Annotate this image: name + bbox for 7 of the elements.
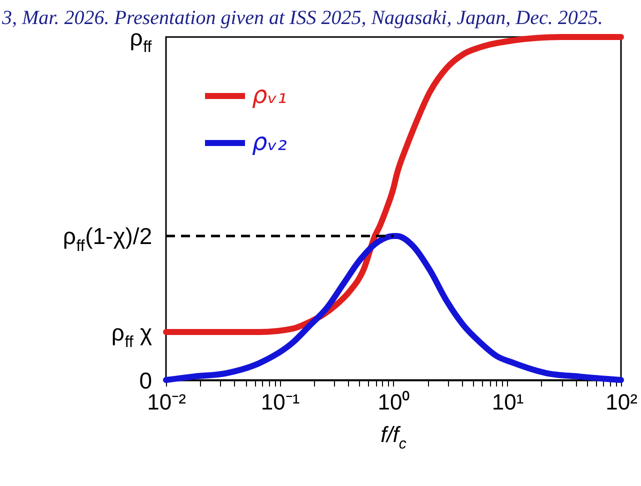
x-tick-label: 10⁰ [378, 390, 410, 414]
legend-label: ρᵥ₂ [252, 128, 288, 156]
legend-label: ρᵥ₁ [252, 81, 287, 109]
text: 3, Mar. 2026. Presentation given at ISS 2025, Nagasaki, Japan, Dec. 2025. [1, 7, 603, 29]
x-tick-label: 10² [606, 390, 638, 414]
x-tick-label: 10⁻¹ [260, 390, 300, 414]
x-tick-label: 10¹ [492, 390, 524, 414]
